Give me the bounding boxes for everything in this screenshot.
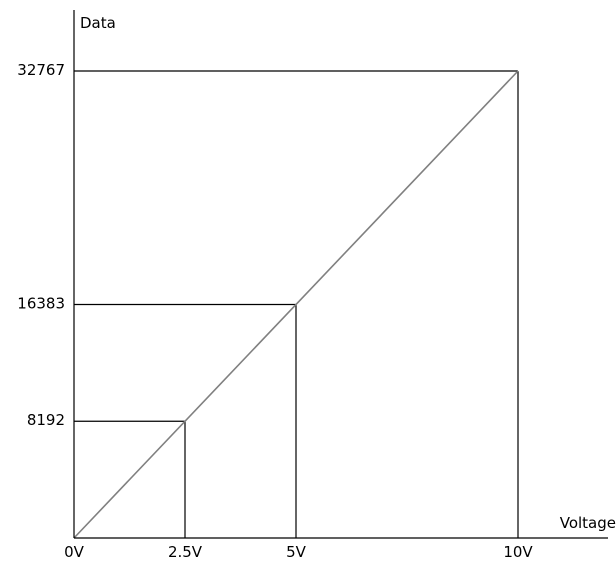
- y-axis-label: Data: [80, 14, 116, 32]
- guide-lines: [74, 70, 519, 538]
- x-tick-label: 10V: [503, 543, 533, 561]
- x-tick-label: 0V: [64, 543, 85, 561]
- y-tick-labels: 8192 16383 32767: [17, 61, 65, 429]
- x-tick-label: 2.5V: [168, 543, 203, 561]
- axes: [73, 10, 608, 539]
- y-tick-label: 16383: [17, 295, 65, 313]
- series-line-0: [73, 70, 519, 539]
- y-tick-label: 32767: [17, 61, 65, 79]
- x-axis-label: Voltage: [560, 514, 616, 532]
- x-tick-labels: 0V 2.5V 5V 10V: [64, 543, 533, 561]
- labels: Data Voltage: [80, 14, 616, 532]
- series-layer: [73, 70, 519, 539]
- x-tick-label: 5V: [286, 543, 307, 561]
- y-tick-label: 8192: [27, 411, 65, 429]
